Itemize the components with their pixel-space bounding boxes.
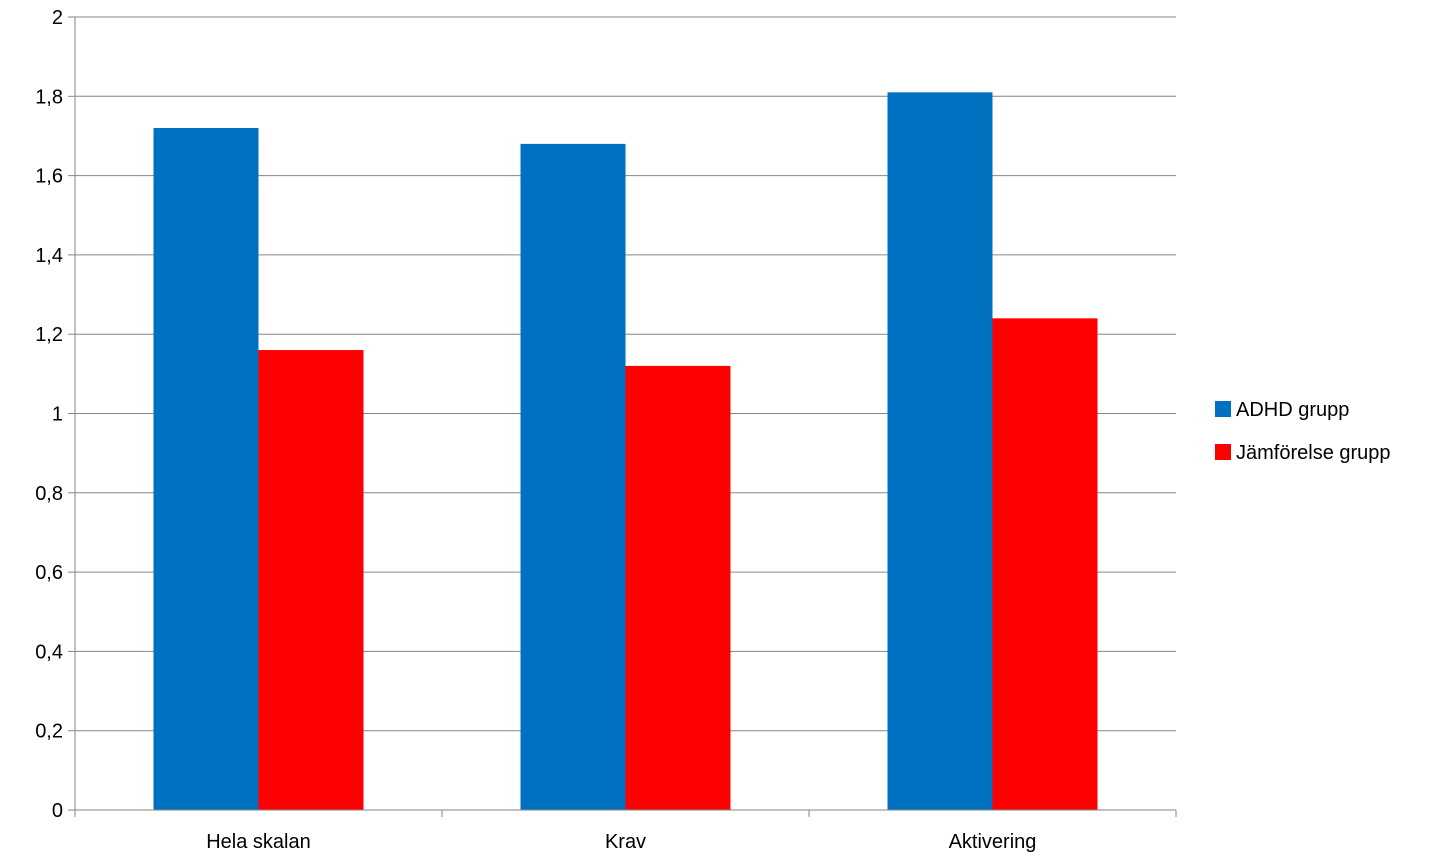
legend-label: ADHD grupp — [1236, 399, 1349, 421]
y-tick-label: 0,8 — [35, 483, 63, 505]
bar — [258, 350, 364, 810]
y-tick-label: 0,4 — [35, 641, 63, 663]
bar — [625, 365, 731, 810]
bar — [520, 143, 626, 810]
y-tick-label: 1,2 — [35, 324, 63, 346]
y-tick-label: 1,6 — [35, 166, 63, 188]
y-tick-label: 1,8 — [35, 86, 63, 108]
y-tick-label: 0 — [52, 800, 63, 822]
legend-swatch — [1215, 401, 1231, 417]
bar — [153, 128, 259, 810]
bars — [153, 92, 1098, 810]
legend: ADHD grupp Jämförelse grupp — [1215, 399, 1391, 464]
legend-swatch — [1215, 444, 1231, 460]
y-tick-label: 0,6 — [35, 562, 63, 584]
x-tick-label: Aktivering — [949, 831, 1037, 853]
y-tick-label: 1 — [52, 404, 63, 426]
x-tick-labels: Hela skalan Krav Aktivering — [206, 831, 1036, 853]
y-tick-label: 1,4 — [35, 245, 63, 267]
bar — [887, 92, 993, 810]
legend-label: Jämförelse grupp — [1236, 442, 1391, 464]
x-tick-label: Hela skalan — [206, 831, 311, 853]
y-tick-label: 0,2 — [35, 721, 63, 743]
axes — [68, 16, 1177, 817]
bar — [992, 318, 1098, 810]
y-tick-label: 2 — [52, 7, 63, 29]
y-tick-labels: 0 0,2 0,4 0,6 0,8 1 1,2 1,4 1,6 1,8 2 — [35, 7, 63, 822]
x-tick-label: Krav — [605, 831, 646, 853]
